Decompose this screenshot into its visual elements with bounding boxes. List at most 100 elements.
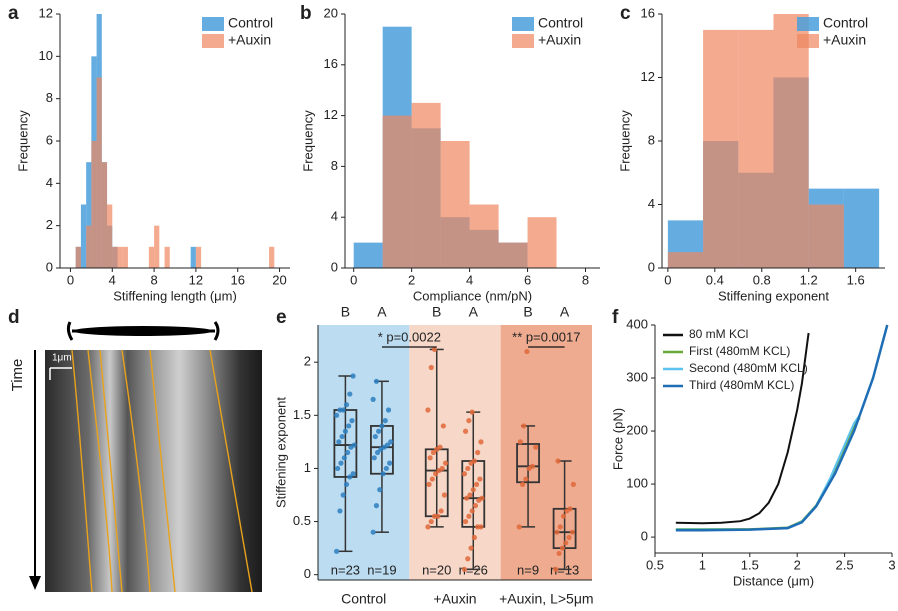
histogram-bar	[86, 225, 92, 268]
data-point	[345, 449, 351, 456]
data-point	[516, 524, 522, 530]
data-point	[338, 460, 344, 466]
x-tick-label: 12	[189, 272, 203, 287]
data-point	[387, 460, 393, 466]
legend-label: 80 mM KCl	[689, 327, 748, 341]
y-tick-label: 20	[324, 5, 338, 20]
x-tick-label: 6	[524, 272, 531, 287]
data-point	[524, 348, 530, 355]
histogram-bar	[107, 204, 113, 268]
data-point	[347, 474, 353, 480]
y-tick-label: 16	[324, 56, 338, 71]
data-point	[569, 529, 575, 535]
data-point	[425, 407, 431, 413]
data-point	[350, 373, 356, 379]
histogram-bar	[96, 77, 102, 268]
data-point	[567, 506, 573, 512]
legend-swatch	[202, 17, 224, 31]
x-tick-label: 0.8	[753, 272, 771, 287]
data-point	[556, 550, 562, 557]
n-label: n=23	[331, 562, 360, 577]
data-point	[433, 471, 439, 477]
y-tick-label: 12	[641, 69, 655, 84]
legend-label: Control	[538, 15, 583, 31]
data-point	[384, 442, 391, 448]
data-point	[437, 444, 443, 450]
x-tick-label: 0	[664, 272, 671, 287]
panel-letter: e	[276, 307, 287, 328]
y-tick-label: 0	[648, 259, 655, 274]
data-point	[467, 492, 473, 498]
data-point	[382, 418, 388, 424]
condition-label: A	[560, 304, 570, 320]
group-background	[500, 325, 592, 580]
data-point	[521, 423, 527, 429]
data-point	[472, 503, 479, 509]
x-tick-label: 8	[150, 272, 157, 287]
data-point	[431, 346, 438, 353]
data-point	[464, 495, 470, 501]
data-point	[351, 442, 357, 448]
y-tick-label: 400	[626, 316, 648, 331]
significance-label: * p=0.0022	[378, 329, 441, 344]
legend-label: Control	[228, 15, 273, 31]
force-curve	[675, 324, 889, 532]
x-axis-label: Distance (μm)	[733, 573, 814, 588]
y-tick-label: 10	[39, 48, 53, 63]
x-tick-label: 0.5	[646, 557, 664, 572]
condition-label: B	[341, 304, 350, 320]
data-point	[438, 508, 444, 514]
significance-label: ** p=0.0017	[512, 329, 580, 344]
data-point	[477, 476, 483, 482]
data-point	[470, 487, 476, 493]
data-point	[560, 513, 567, 519]
data-point	[350, 471, 356, 477]
y-tick-label: 8	[331, 158, 338, 173]
x-tick-label: 1.6	[847, 272, 865, 287]
histogram-bar	[353, 242, 383, 268]
condition-label: B	[523, 304, 532, 320]
data-point	[461, 471, 468, 477]
x-tick-label: 2.5	[836, 557, 854, 572]
data-point	[469, 508, 475, 514]
y-tick-label: 0	[304, 566, 311, 581]
data-point	[430, 449, 437, 456]
force-curve	[675, 414, 861, 531]
histogram-bar	[117, 246, 123, 268]
legend-swatch	[797, 34, 819, 48]
data-point	[341, 455, 347, 461]
y-tick-label: 8	[46, 90, 53, 105]
histogram-bar	[382, 115, 412, 268]
data-point	[554, 529, 560, 535]
data-point	[426, 481, 432, 487]
y-tick-label: 6	[46, 132, 53, 147]
y-axis-label: Stiffening exponent	[273, 397, 288, 508]
histogram-bar	[667, 252, 704, 268]
y-tick-label: 200	[626, 422, 648, 437]
data-point	[334, 412, 340, 418]
data-point	[343, 402, 350, 408]
data-point	[349, 418, 355, 424]
legend-label: +Auxin	[538, 32, 581, 48]
data-point	[441, 492, 448, 498]
x-axis-label: Compliance (nm/pN)	[413, 288, 532, 303]
data-point	[533, 444, 539, 450]
histogram-bar	[469, 204, 499, 268]
data-point	[373, 378, 380, 384]
y-tick-label: 2	[46, 217, 53, 232]
x-tick-label: 0.4	[706, 272, 724, 287]
y-tick-label: 0	[331, 259, 338, 274]
histogram-bar	[773, 14, 809, 268]
x-tick-label: 20	[272, 272, 286, 287]
data-point	[385, 407, 392, 413]
legend-label: First (480mM KCL)	[689, 344, 790, 358]
data-point	[377, 487, 383, 493]
data-point	[429, 476, 435, 482]
data-point	[519, 481, 526, 487]
data-point	[523, 476, 529, 482]
legend-label: Second (480mM KCL)	[689, 361, 808, 375]
data-point	[340, 407, 346, 413]
kymograph-tracks	[71, 349, 253, 593]
data-point	[465, 465, 471, 472]
